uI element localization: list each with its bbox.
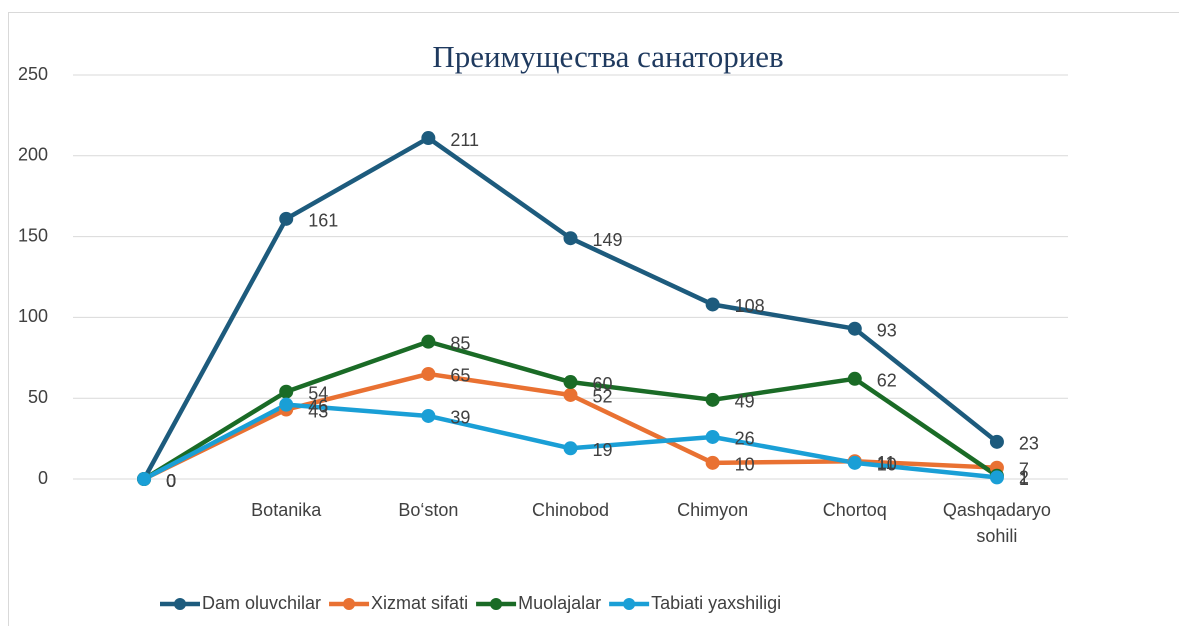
data-label: 108 [735, 296, 765, 316]
legend-label: Xizmat sifati [371, 593, 468, 613]
data-label: 39 [450, 408, 470, 428]
data-point [421, 131, 436, 146]
x-tick-label: Botanika [251, 500, 322, 520]
legend-label: Tabiati yaxshiligi [651, 593, 781, 613]
data-label: 7 [1019, 459, 1029, 479]
data-point [421, 366, 436, 381]
data-point [705, 429, 720, 444]
legend-item: Dam oluvchilar [160, 593, 321, 613]
x-tick-label: Qashqadaryo sohili [942, 500, 1051, 546]
chart-border [8, 12, 1179, 626]
legend-item: Xizmat sifati [329, 593, 468, 613]
data-point [137, 472, 152, 486]
data-label: 46 [308, 396, 328, 416]
y-tick-label: 50 [28, 387, 48, 407]
data-label: 49 [735, 392, 755, 412]
legend-label: Dam oluvchilar [202, 593, 321, 613]
data-label: 93 [877, 320, 897, 340]
data-point [563, 387, 578, 402]
data-point [847, 321, 862, 336]
legend-marker [174, 598, 186, 610]
y-tick-label: 200 [18, 145, 48, 165]
series-line [142, 135, 999, 481]
legend-marker [343, 598, 356, 610]
data-label: 54 [308, 383, 328, 403]
data-label: 65 [450, 366, 470, 386]
data-label: 11 [877, 453, 896, 473]
data-label: 10 [735, 455, 755, 475]
x-tick-label: Chortoq [822, 500, 887, 520]
data-point [847, 455, 862, 470]
data-point [705, 297, 720, 312]
data-point [705, 455, 720, 470]
data-point [279, 397, 294, 412]
data-label: 85 [450, 333, 470, 353]
data-label: 10 [877, 455, 897, 475]
data-point [279, 211, 294, 226]
data-label: 23 [1019, 434, 1039, 454]
x-tick-label: Chinobod [531, 500, 610, 520]
data-label: 19 [593, 440, 613, 460]
data-label: 211 [450, 130, 479, 150]
data-point [279, 384, 294, 399]
y-tick-label: 100 [18, 306, 48, 326]
data-point [563, 231, 578, 246]
data-point [847, 371, 862, 386]
legend-label: Muolajalar [518, 593, 601, 613]
x-tick-label: Bo‘ston [398, 500, 459, 520]
data-label: 60 [593, 374, 613, 394]
x-tick-label: Chimyon [677, 500, 749, 520]
data-label: 52 [593, 387, 613, 407]
data-point [563, 441, 578, 456]
data-label: 161 [308, 211, 338, 231]
legend-marker [623, 598, 636, 610]
data-label: 0 [166, 471, 176, 491]
data-label: 0 [166, 471, 176, 491]
data-point [989, 470, 1004, 485]
data-point [421, 408, 436, 423]
data-point [563, 375, 578, 390]
y-tick-label: 250 [18, 64, 48, 84]
y-tick-label: 0 [38, 468, 48, 488]
data-label: 2 [1019, 468, 1029, 488]
data-point [705, 392, 720, 407]
legend-marker [490, 598, 503, 610]
data-label: 43 [308, 401, 328, 421]
legend-item: Tabiati yaxshiligi [609, 593, 781, 613]
data-label: 0 [166, 471, 176, 491]
y-tick-label: 150 [18, 225, 48, 245]
data-label: 149 [593, 230, 623, 250]
data-label: 0 [166, 471, 176, 491]
legend-item: Muolajalar [476, 593, 601, 613]
data-label: 62 [877, 371, 897, 391]
data-point [421, 334, 436, 349]
data-label: 1 [1019, 469, 1029, 489]
chart-title: Преимущества санаториев [432, 39, 783, 74]
data-label: 26 [735, 429, 755, 449]
data-point [989, 434, 1004, 449]
